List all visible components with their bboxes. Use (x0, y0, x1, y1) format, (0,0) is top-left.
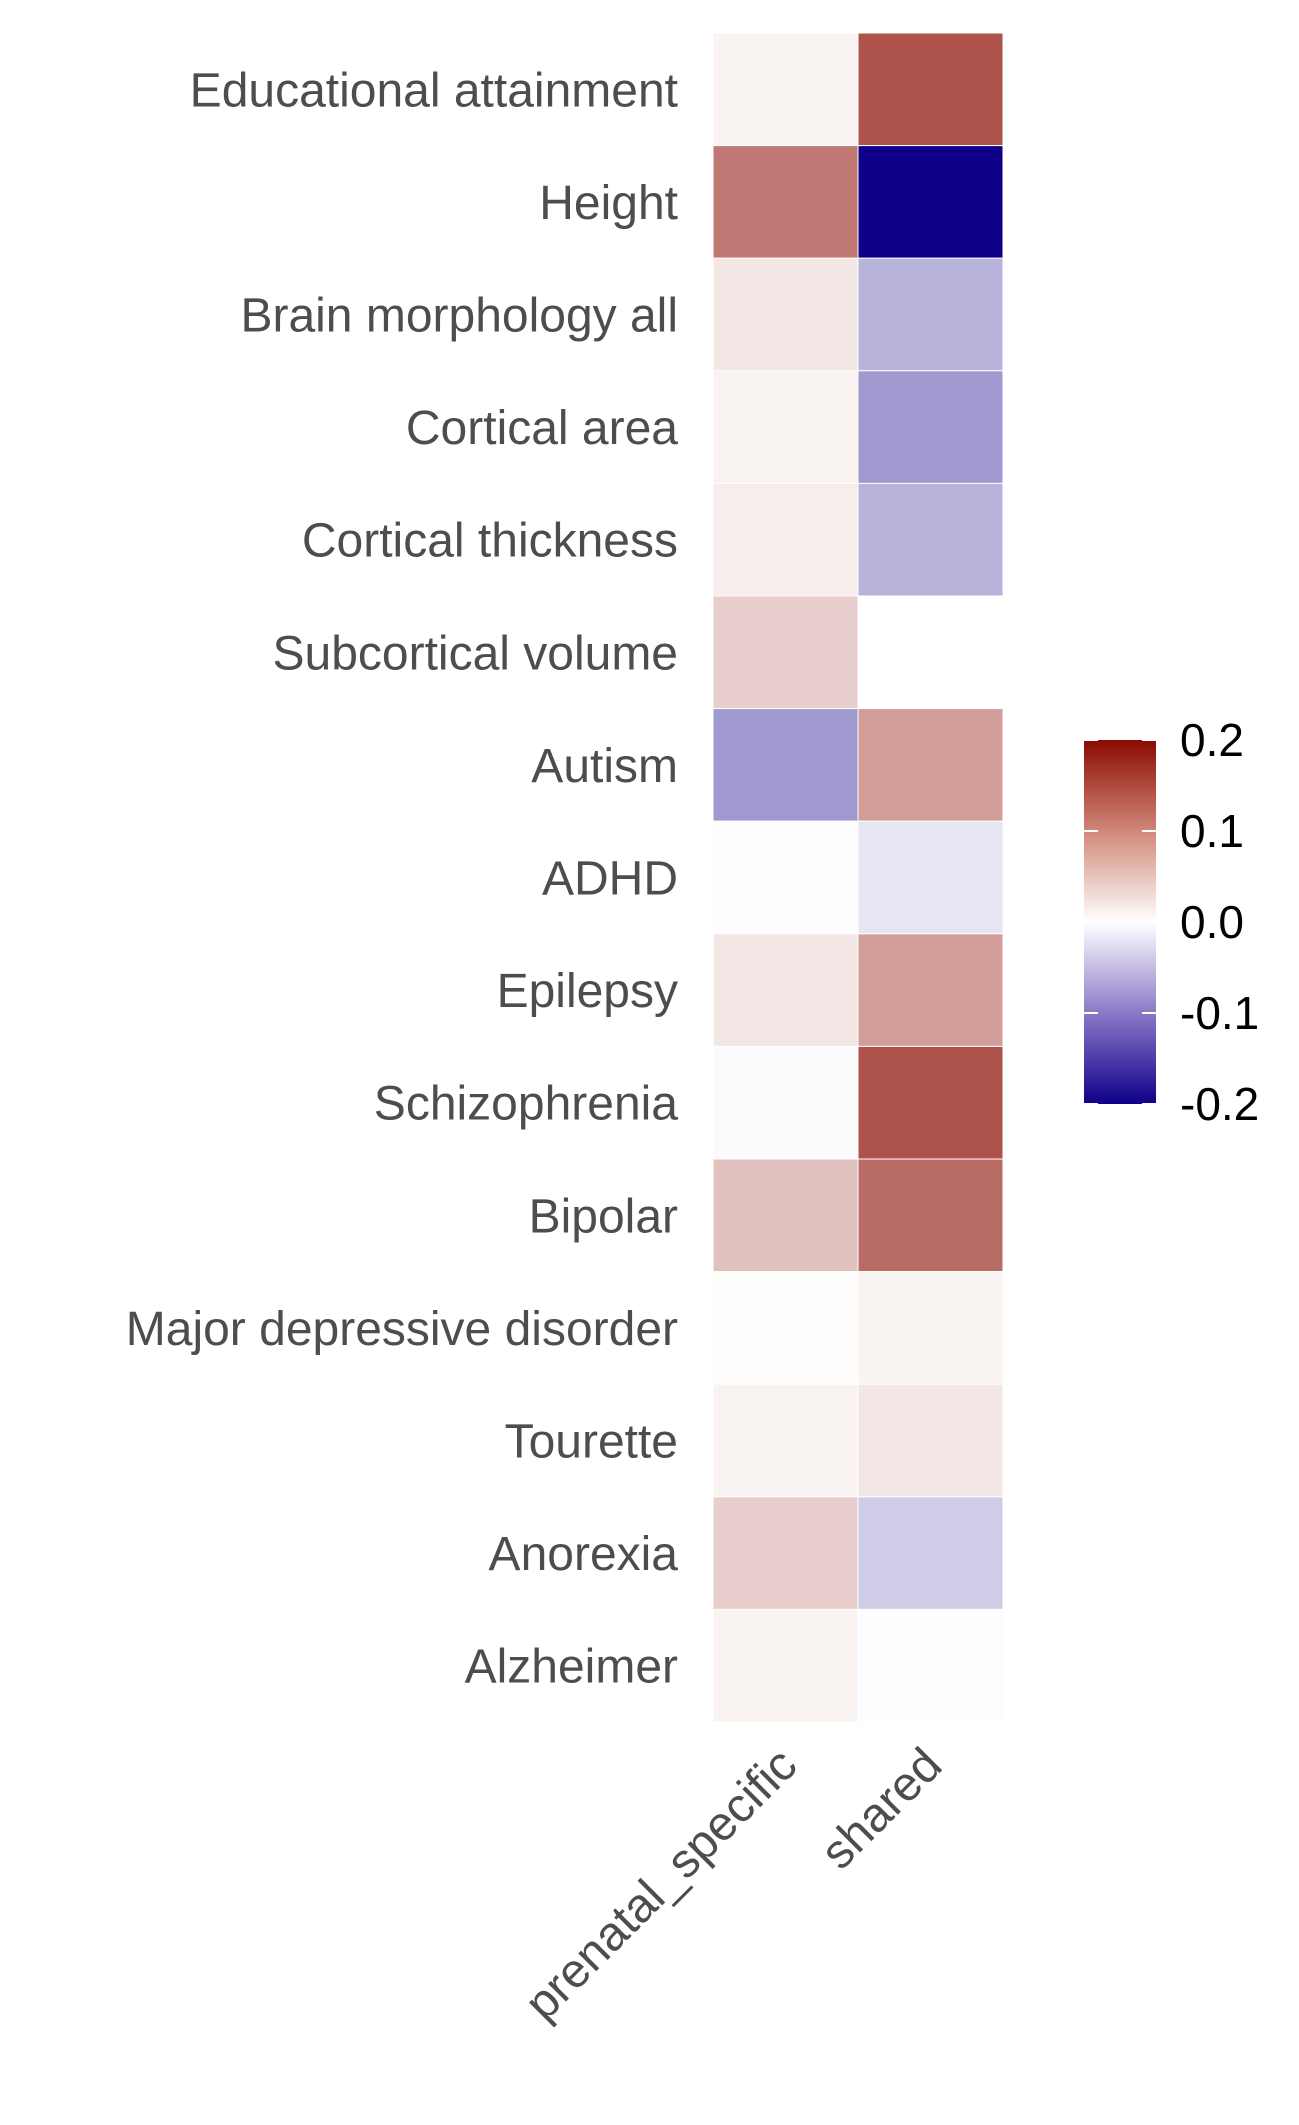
heatmap-cell (712, 708, 859, 822)
row-labels: Educational attainment Height Brain morpho… (126, 64, 679, 1693)
heatmap-cell (712, 820, 859, 935)
row-label: Major depressive disorder (126, 1303, 678, 1356)
row-label: Brain morphology all (240, 290, 678, 343)
heatmap-cell (857, 145, 1004, 259)
heatmap-cell (857, 370, 1004, 484)
heatmap-cell (712, 595, 859, 710)
row-label: ADHD (542, 853, 678, 906)
legend-tick-label: 0.0 (1180, 896, 1244, 948)
legend-tick-label: -0.1 (1180, 987, 1259, 1039)
row-label: Bipolar (529, 1190, 678, 1243)
legend-ticks: 0.2 0.1 0.0 -0.1 -0.2 (1084, 714, 1259, 1130)
row-label: Epilepsy (497, 965, 678, 1018)
color-legend: 0.2 0.1 0.0 -0.1 -0.2 (1084, 714, 1259, 1130)
heatmap-cell (712, 1608, 859, 1723)
heatmap-cell (712, 1271, 859, 1385)
heatmap-cell (712, 1496, 859, 1610)
heatmap-cell (857, 1496, 1004, 1610)
heatmap-cell (857, 933, 1004, 1047)
heatmap-cells (712, 32, 1004, 1723)
column-labels: prenatal_specific shared (515, 1738, 952, 2030)
heatmap-cell (712, 482, 859, 597)
heatmap-cell (712, 1045, 859, 1160)
row-label: Alzheimer (465, 1641, 678, 1694)
heatmap-cell (857, 1045, 1004, 1160)
legend-tick-label: -0.2 (1180, 1078, 1259, 1130)
legend-tick-label: 0.1 (1180, 805, 1244, 857)
heatmap-cell (712, 145, 859, 259)
heatmap-cell (857, 257, 1004, 372)
heatmap-cell (857, 708, 1004, 822)
row-label: Cortical thickness (302, 515, 678, 568)
heatmap-cell (857, 32, 1004, 147)
row-label: Subcortical volume (272, 627, 678, 680)
heatmap-cell (857, 1271, 1004, 1385)
row-label: Anorexia (489, 1528, 679, 1581)
column-label: shared (811, 1738, 952, 1879)
heatmap-cell (712, 933, 859, 1047)
heatmap-cell (857, 482, 1004, 597)
legend-tick-label: 0.2 (1180, 714, 1244, 766)
heatmap-cell (712, 1158, 859, 1273)
column-label: prenatal_specific (515, 1738, 807, 2030)
heatmap-cell (712, 1383, 859, 1498)
row-label: Schizophrenia (374, 1078, 679, 1131)
heatmap-cell (857, 1608, 1004, 1723)
row-label: Educational attainment (190, 64, 678, 117)
heatmap-cell (712, 257, 859, 372)
heatmap-cell (857, 595, 1004, 710)
heatmap-cell (712, 370, 859, 484)
heatmap-cell (857, 1383, 1004, 1498)
row-label: Autism (531, 740, 678, 793)
row-label: Cortical area (406, 402, 678, 455)
heatmap-cell (857, 820, 1004, 935)
heatmap-cell (712, 32, 859, 147)
heatmap-cell (857, 1158, 1004, 1273)
row-label: Tourette (505, 1416, 678, 1469)
row-label: Height (539, 177, 678, 230)
